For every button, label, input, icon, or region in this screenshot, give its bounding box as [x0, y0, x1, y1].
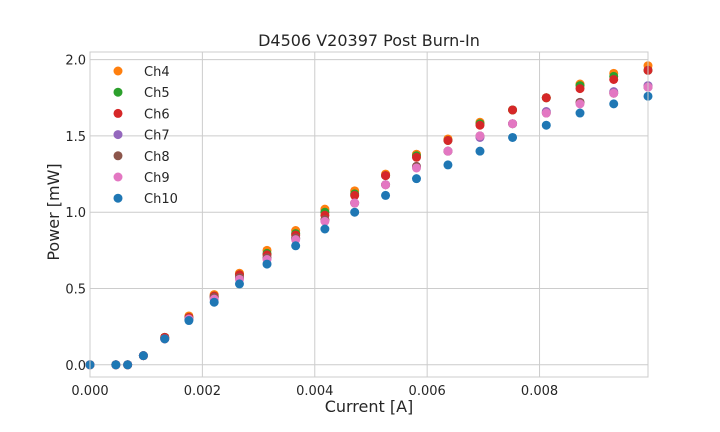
series-ch9	[85, 82, 653, 370]
data-point	[381, 180, 391, 190]
data-point	[508, 119, 518, 129]
y-tick-label: 0.0	[65, 359, 86, 374]
data-point	[575, 99, 585, 109]
legend-marker	[113, 193, 123, 203]
legend-marker	[113, 151, 123, 161]
data-point	[443, 135, 453, 145]
data-point	[123, 360, 133, 370]
data-point	[609, 74, 619, 84]
data-point	[475, 120, 485, 130]
data-point	[381, 190, 391, 200]
legend-label: Ch6	[144, 107, 170, 122]
legend-label: Ch9	[144, 171, 170, 186]
data-point	[609, 99, 619, 109]
series-ch5	[85, 65, 653, 370]
series-ch6	[85, 65, 653, 370]
legend-marker	[113, 108, 123, 118]
data-point	[234, 279, 244, 289]
data-point	[443, 160, 453, 170]
data-point	[575, 84, 585, 94]
data-point	[541, 120, 551, 130]
series-ch10	[85, 91, 653, 370]
legend-item: Ch8	[113, 150, 170, 165]
data-point	[350, 190, 360, 200]
y-tick-label: 2.0	[65, 54, 86, 69]
legend-marker	[113, 66, 123, 76]
legend-marker	[113, 172, 123, 182]
data-point	[541, 108, 551, 118]
legend-item: Ch7	[113, 129, 170, 144]
grid-lines	[89, 52, 648, 377]
data-point	[160, 334, 170, 344]
data-point	[320, 216, 330, 226]
legend-item: Ch5	[113, 86, 170, 101]
data-point	[475, 146, 485, 156]
x-tick-label: 0.004	[296, 384, 333, 399]
data-point	[411, 163, 421, 173]
data-point	[508, 132, 518, 142]
legend-marker	[113, 87, 123, 97]
data-point	[411, 174, 421, 184]
y-axis-label: Power [mW]	[44, 163, 63, 260]
data-point	[262, 259, 272, 269]
data-point	[209, 297, 219, 307]
legend-label: Ch10	[144, 192, 178, 207]
legend-item: Ch6	[113, 107, 170, 122]
x-tick-label: 0.006	[409, 384, 446, 399]
legend-item: Ch9	[113, 171, 170, 186]
legend-label: Ch7	[144, 129, 170, 144]
tick-labels: 0.000 0.002 0.004 0.006 0.008 0.0 0.5 1.0 1.5 2.0	[65, 54, 558, 399]
y-tick-label: 1.5	[65, 130, 86, 145]
legend-item: Ch4	[113, 65, 170, 80]
data-point	[381, 171, 391, 181]
series-ch4	[85, 61, 653, 370]
legend-label: Ch4	[144, 65, 170, 80]
data-point	[350, 207, 360, 217]
data-point	[291, 241, 301, 251]
data-point	[508, 105, 518, 115]
series-ch8	[85, 82, 653, 370]
data-point	[541, 93, 551, 103]
x-tick-label: 0.000	[71, 384, 108, 399]
data-point	[443, 146, 453, 156]
legend: Ch4 Ch5 Ch6 Ch7 Ch8 Ch9 Ch10	[113, 65, 178, 207]
y-tick-label: 1.0	[65, 206, 86, 221]
x-tick-label: 0.008	[521, 384, 558, 399]
data-point	[184, 316, 194, 326]
data-point	[475, 131, 485, 141]
y-tick-label: 0.5	[65, 283, 86, 298]
legend-label: Ch5	[144, 86, 170, 101]
data-points	[85, 61, 653, 370]
series-ch7	[85, 81, 653, 370]
data-point	[575, 108, 585, 118]
data-point	[111, 360, 121, 370]
plot-frame	[89, 51, 649, 378]
legend-marker	[113, 130, 123, 140]
x-tick-label: 0.002	[184, 384, 221, 399]
x-axis-label: Current [A]	[325, 397, 414, 416]
data-point	[609, 88, 619, 98]
data-point	[411, 152, 421, 162]
data-point	[320, 224, 330, 234]
legend-item: Ch10	[113, 192, 178, 207]
data-point	[350, 198, 360, 208]
data-point	[138, 351, 148, 361]
legend-label: Ch8	[144, 150, 170, 165]
chart-title: D4506 V20397 Post Burn-In	[258, 31, 480, 50]
